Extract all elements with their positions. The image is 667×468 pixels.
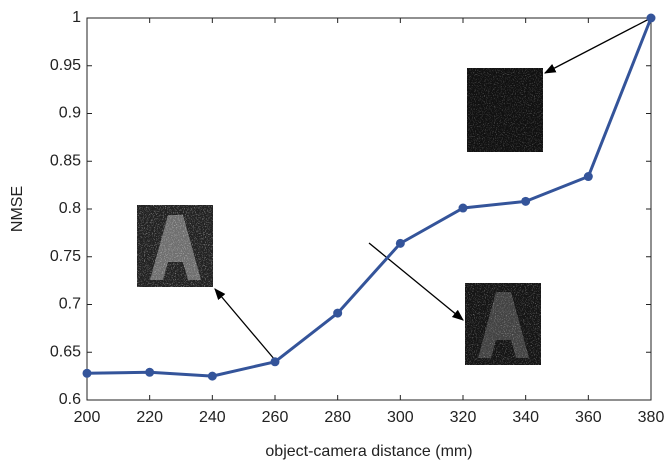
inset-image xyxy=(467,68,543,152)
x-tick-label: 300 xyxy=(387,409,414,426)
x-tick-label: 320 xyxy=(450,409,477,426)
x-tick-label: 280 xyxy=(324,409,351,426)
data-point xyxy=(145,368,154,377)
y-tick-label: 0.8 xyxy=(59,200,81,217)
x-tick-label: 340 xyxy=(512,409,539,426)
data-point xyxy=(396,239,405,248)
arrow xyxy=(215,289,275,360)
arrow xyxy=(369,243,463,320)
y-tick-label: 0.6 xyxy=(59,391,81,408)
x-axis-label: object-camera distance (mm) xyxy=(265,443,472,460)
data-point xyxy=(333,309,342,318)
x-tick-label: 220 xyxy=(136,409,163,426)
x-tick-label: 260 xyxy=(262,409,289,426)
x-tick-label: 380 xyxy=(638,409,665,426)
inset-image xyxy=(137,205,213,287)
x-tick-label: 200 xyxy=(74,409,101,426)
data-point xyxy=(208,372,217,381)
y-axis-label: NMSE xyxy=(9,186,26,232)
arrow xyxy=(545,18,651,73)
x-tick-label: 240 xyxy=(199,409,226,426)
data-point xyxy=(459,204,468,213)
series-line xyxy=(87,18,651,376)
y-tick-label: 0.95 xyxy=(50,57,81,74)
data-point xyxy=(584,172,593,181)
data-point xyxy=(83,369,92,378)
y-tick-label: 1 xyxy=(72,9,81,26)
data-point xyxy=(647,14,656,23)
x-tick-label: 360 xyxy=(575,409,602,426)
data-point xyxy=(271,357,280,366)
chart: NMSE object-camera distance (mm) 0.6 0.65… xyxy=(0,0,667,468)
y-tick-label: 0.9 xyxy=(59,105,81,122)
y-tick-label: 0.65 xyxy=(50,343,81,360)
inset-image xyxy=(465,283,541,365)
y-tick-label: 0.75 xyxy=(50,248,81,265)
y-tick-label: 0.7 xyxy=(59,296,81,313)
data-point xyxy=(521,197,530,206)
y-tick-label: 0.85 xyxy=(50,152,81,169)
